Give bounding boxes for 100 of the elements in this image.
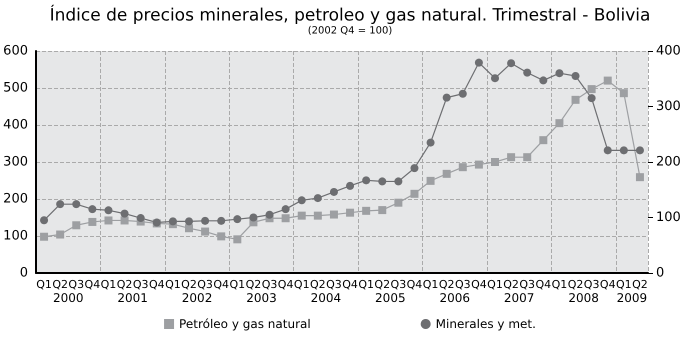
point — [604, 146, 612, 154]
text: 2004 — [310, 291, 342, 305]
y2-tick-label: 100 — [656, 210, 681, 225]
point — [201, 228, 210, 236]
y-tick-label: 100 — [3, 228, 28, 244]
x-tick-label: Q1 — [422, 278, 438, 291]
x-tick-label: Q4 — [406, 278, 422, 291]
point — [378, 206, 386, 214]
x-tick-label: Q4 — [471, 278, 487, 291]
point — [233, 235, 242, 244]
point — [604, 76, 612, 85]
point — [378, 177, 386, 186]
text: 2007 — [504, 291, 534, 305]
point — [136, 214, 145, 222]
x-tick-label: Q4 — [342, 278, 358, 291]
point — [104, 206, 112, 214]
x-tick-label: Q2 — [503, 278, 519, 291]
x-tick-label: Q3 — [454, 278, 471, 291]
y-tick-label: 0 — [20, 266, 28, 280]
point — [298, 196, 306, 204]
point — [620, 89, 628, 98]
text: 2005 — [375, 291, 406, 305]
point — [282, 205, 290, 214]
point — [330, 210, 338, 219]
point — [539, 76, 548, 84]
y-tick-label: 200 — [3, 192, 28, 206]
x-tick-label: Q2 — [116, 278, 132, 291]
y-tick-label: 500 — [3, 80, 28, 96]
point — [314, 194, 322, 202]
point — [458, 90, 467, 98]
x-tick-label: Q1 — [552, 278, 568, 291]
point — [362, 176, 370, 184]
y2-tick-label: 400 — [656, 44, 681, 58]
point — [56, 230, 64, 239]
point — [298, 212, 306, 220]
point — [217, 232, 226, 240]
point — [572, 72, 580, 80]
point — [88, 205, 96, 214]
point — [120, 210, 129, 218]
x-tick-label: Q2 — [438, 278, 455, 291]
point — [491, 158, 499, 166]
point — [572, 96, 580, 104]
text: 2002 — [182, 291, 212, 305]
point — [394, 198, 402, 207]
point — [474, 58, 483, 67]
x-tick-label: Q4 — [535, 278, 552, 291]
x-tick-label: Q3 — [197, 278, 213, 291]
text: 2003 — [246, 291, 277, 305]
y-tick-label: 300 — [3, 154, 28, 170]
text: 2009 — [616, 291, 648, 305]
point — [266, 210, 274, 219]
point — [362, 206, 370, 215]
x-tick-label: Q3 — [132, 278, 149, 291]
point — [72, 221, 80, 230]
x-tick-label: Q1 — [358, 278, 374, 291]
point — [120, 216, 129, 224]
x-tick-label: Q1 — [36, 278, 52, 291]
point — [588, 94, 596, 102]
x-tick-label: Q4 — [84, 278, 100, 291]
x-tick-label: Q3 — [519, 278, 536, 291]
point — [523, 153, 532, 162]
x-tick-label: Q1 — [165, 278, 181, 291]
x-tick-label: Q3 — [584, 278, 600, 291]
point — [394, 177, 402, 186]
point — [249, 214, 258, 222]
y2-tick-label: 200 — [656, 154, 681, 170]
text: 2008 — [568, 291, 599, 305]
point — [282, 214, 290, 222]
x-tick-label: Q2 — [246, 278, 262, 291]
x-tick-label: Q2 — [568, 278, 584, 291]
point — [491, 74, 499, 82]
y2-tick-label: 0 — [656, 266, 664, 280]
x-tick-label: Q1 — [229, 278, 246, 291]
text: 2006 — [439, 291, 470, 305]
x-tick-label: Q3 — [262, 278, 278, 291]
point — [426, 138, 435, 147]
y2-tick-label: 300 — [656, 99, 681, 114]
point — [442, 94, 451, 102]
point — [507, 59, 516, 68]
x-tick-label: Q2 — [310, 278, 326, 291]
x-tick-label: Q1 — [616, 278, 632, 291]
x-tick-label: Q4 — [278, 278, 294, 291]
point — [346, 182, 354, 190]
point — [185, 217, 193, 226]
x-tick-label: Q4 — [148, 278, 165, 291]
point — [330, 188, 338, 196]
point — [588, 85, 596, 94]
x-tick-label: Q3 — [326, 278, 342, 291]
x-tick-label: Q3 — [390, 278, 406, 291]
x-tick-label: Q1 — [294, 278, 310, 291]
point — [56, 200, 64, 208]
x-tick-label: Q2 — [181, 278, 197, 291]
point — [539, 136, 548, 144]
x-tick-label: Q4 — [213, 278, 230, 291]
y-tick-label: 600 — [3, 44, 28, 58]
point — [40, 216, 48, 224]
point — [72, 200, 80, 208]
point — [426, 176, 435, 185]
legend-label: Minerales y met. — [436, 317, 536, 331]
point — [620, 146, 628, 154]
